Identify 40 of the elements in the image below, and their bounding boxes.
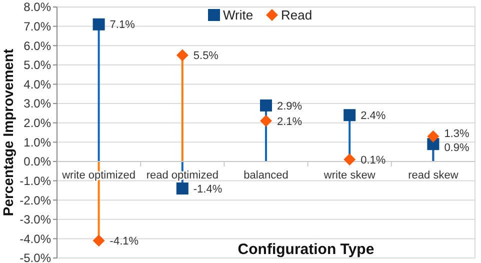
x-tick-label: read skew bbox=[408, 169, 458, 182]
point bbox=[260, 114, 272, 127]
y-tick-label: -4.0% bbox=[20, 232, 52, 246]
y-tick-label: -3.0% bbox=[20, 212, 52, 227]
data-label: 2.9% bbox=[277, 100, 302, 112]
y-tick-label: 8.0% bbox=[24, 0, 52, 14]
data-label: 7.1% bbox=[110, 19, 136, 32]
y-axis-title: Percentage Improvement bbox=[0, 48, 16, 216]
y-tick-label: 5.0% bbox=[24, 58, 52, 72]
point bbox=[427, 130, 440, 142]
point bbox=[176, 182, 188, 194]
data-label: 0.1% bbox=[360, 154, 386, 166]
y-tick-label: 0.0% bbox=[24, 154, 52, 169]
y-tick-label: 1.0% bbox=[24, 135, 52, 150]
point bbox=[344, 154, 356, 166]
data-label: 2.1% bbox=[277, 116, 302, 128]
data-label: 2.4% bbox=[360, 110, 386, 122]
x-tick-label: balanced bbox=[244, 169, 288, 182]
y-tick-label: -5.0% bbox=[20, 251, 52, 263]
data-label: 0.9% bbox=[444, 142, 470, 154]
point bbox=[176, 49, 188, 62]
point bbox=[92, 234, 105, 247]
y-tick-label: -1.0% bbox=[20, 174, 52, 188]
legend-label: Read bbox=[281, 8, 312, 23]
y-tick-label: 6.0% bbox=[24, 38, 52, 53]
data-label: 1.3% bbox=[444, 128, 470, 140]
data-label: -1.4% bbox=[193, 183, 222, 196]
x-axis-title: Configuration Type bbox=[238, 241, 374, 258]
y-tick-label: 4.0% bbox=[24, 77, 52, 92]
point bbox=[92, 18, 105, 30]
x-tick-label: write skew bbox=[322, 169, 376, 182]
y-tick-label: -2.0% bbox=[20, 193, 52, 208]
point bbox=[260, 99, 272, 112]
y-tick-label: 2.0% bbox=[24, 116, 52, 130]
legend-label: Write bbox=[223, 8, 254, 23]
y-tick-label: 3.0% bbox=[24, 96, 52, 111]
point bbox=[344, 109, 356, 122]
y-tick-label: 7.0% bbox=[24, 20, 52, 34]
data-label: -4.1% bbox=[110, 235, 139, 248]
data-label: 5.5% bbox=[193, 50, 219, 62]
